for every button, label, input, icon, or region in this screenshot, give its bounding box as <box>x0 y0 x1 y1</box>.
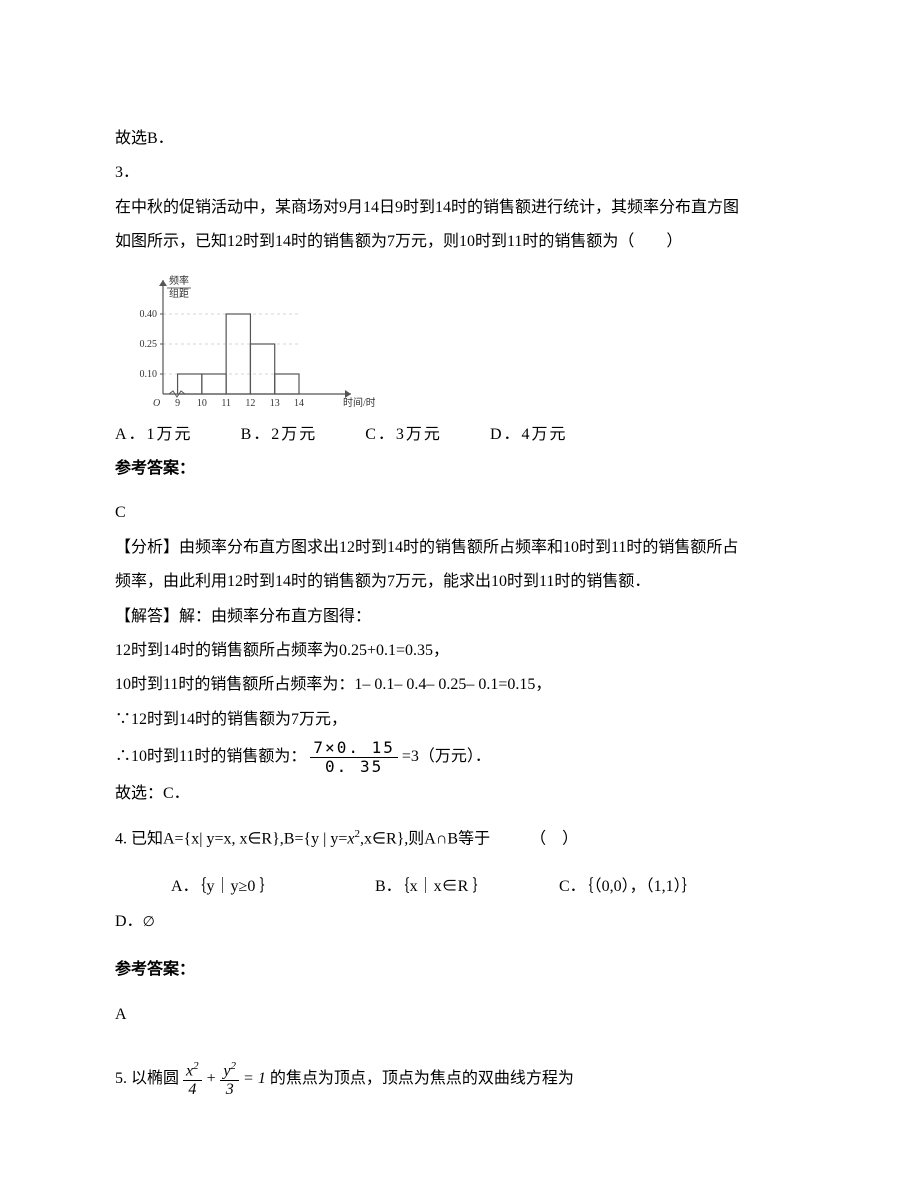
ellipse-frac2-den: 3 <box>220 1081 239 1099</box>
svg-text:0.40: 0.40 <box>140 309 158 320</box>
svg-text:13: 13 <box>270 398 280 409</box>
q3-histogram: 频率组距 0.10 0.25 0.40 O 9 10 11 12 13 14 时间/时 <box>115 266 805 416</box>
emptyset-icon: ∅ <box>143 915 155 930</box>
svg-text:0.25: 0.25 <box>140 339 158 350</box>
ellipse-frac2-num: y2 <box>220 1060 239 1081</box>
svg-text:组距: 组距 <box>169 287 189 300</box>
q4-stem: 4. 已知A={x| y=x, x∈R},B={y | y=x2,x∈R},则A… <box>115 824 805 855</box>
svg-text:9: 9 <box>175 398 180 409</box>
q3-option-d: D．4万元 <box>490 426 568 443</box>
q5-stem: 5. 以椭圆 x2 4 + y2 3 = 1 的焦点为顶点，顶点为焦点的双曲线方… <box>115 1060 805 1099</box>
y-var: y <box>223 1062 230 1079</box>
q4-options-row2: D．∅ <box>115 907 805 937</box>
q4-options-row1: A．｛y｜y≥0 ｝ B．｛x｜x∈R ｝ C．｛（0,0），（1,1）｝ <box>115 872 805 902</box>
ellipse-equation: x2 4 + y2 3 = 1 <box>183 1060 266 1099</box>
fraction-numerator: 7×0. 15 <box>310 739 397 758</box>
q3-answer: C <box>115 498 805 528</box>
q5-stem-a: 5. 以椭圆 <box>115 1070 179 1087</box>
q4-x: x <box>347 830 354 847</box>
q3-solve-4b: =3（万元）． <box>402 748 491 765</box>
svg-text:12: 12 <box>245 398 255 409</box>
svg-text:O: O <box>153 398 160 409</box>
q4-option-a: A．｛y｜y≥0 ｝ <box>171 872 371 902</box>
prev-conclusion: 故选B． <box>115 124 805 154</box>
q3-option-c: C．3万元 <box>365 426 442 443</box>
q3-conclusion: 故选：C． <box>115 779 805 809</box>
q4-stem-a: 4. 已知A={x| y=x, x∈R},B={y | y= <box>115 830 347 847</box>
q4-stem-b: ,x∈R},则A∩B等于 （ ） <box>360 830 578 847</box>
q3-answer-label: 参考答案： <box>115 454 805 484</box>
q5-stem-b: 的焦点为顶点，顶点为焦点的双曲线方程为 <box>270 1070 574 1087</box>
svg-text:14: 14 <box>294 398 304 409</box>
q3-option-a: A．1万元 <box>115 426 193 443</box>
svg-text:11: 11 <box>221 398 231 409</box>
q3-solve-head: 【解答】解：由频率分布直方图得： <box>115 602 805 632</box>
q3-solve-1: 12时到14时的销售额所占频率为0.25+0.1=0.35， <box>115 636 805 666</box>
q3-options: A．1万元 B．2万元 C．3万元 D．4万元 <box>115 420 805 450</box>
q3-stem-line2: 如图所示，已知12时到14时的销售额为7万元，则10时到11时的销售额为（ ） <box>115 227 805 257</box>
q3-analysis-1a: 【分析】由频率分布直方图求出12时到14时的销售额所占频率和10时到11时的销售… <box>115 533 805 563</box>
q3-solve-2: 10时到11时的销售额所占频率为：1– 0.1– 0.4– 0.25– 0.1=… <box>115 670 805 700</box>
ellipse-frac1-num: x2 <box>183 1060 202 1081</box>
histogram-svg: 频率组距 0.10 0.25 0.40 O 9 10 11 12 13 14 时间/时 <box>115 266 375 416</box>
q3-number: 3． <box>115 158 805 188</box>
q4-answer-label: 参考答案： <box>115 955 805 985</box>
fraction-calc: 7×0. 15 0. 35 <box>310 739 397 775</box>
ellipse-frac2: y2 3 <box>220 1060 239 1099</box>
svg-text:0.10: 0.10 <box>140 369 158 380</box>
q3-option-b: B．2万元 <box>241 426 318 443</box>
q4-option-c: C．｛（0,0），（1,1）｝ <box>559 872 698 902</box>
svg-text:时间/时: 时间/时 <box>343 396 375 409</box>
plus-sign: + <box>206 1070 217 1087</box>
equals-one: = 1 <box>243 1070 266 1087</box>
q3-analysis-1b: 频率，由此利用12时到14时的销售额为7万元，能求出10时到11时的销售额． <box>115 567 805 597</box>
q3-solve-4a: ∴10时到11时的销售额为： <box>115 748 306 765</box>
fraction-denominator: 0. 35 <box>310 758 397 776</box>
q3-solve-3: ∵12时到14时的销售额为7万元， <box>115 705 805 735</box>
svg-text:10: 10 <box>197 398 207 409</box>
q4-option-d-pre: D． <box>115 913 143 930</box>
q4-answer: A <box>115 1000 805 1030</box>
q4-option-b: B．｛x｜x∈R ｝ <box>375 872 555 902</box>
ellipse-frac1-den: 4 <box>183 1081 202 1099</box>
svg-text:频率: 频率 <box>169 274 189 287</box>
q3-stem-line1: 在中秋的促销活动中，某商场对9月14日9时到14时的销售额进行统计，其频率分布直… <box>115 193 805 223</box>
ellipse-frac1: x2 4 <box>183 1060 202 1099</box>
q3-solve-4: ∴10时到11时的销售额为： 7×0. 15 0. 35 =3（万元）． <box>115 739 805 775</box>
